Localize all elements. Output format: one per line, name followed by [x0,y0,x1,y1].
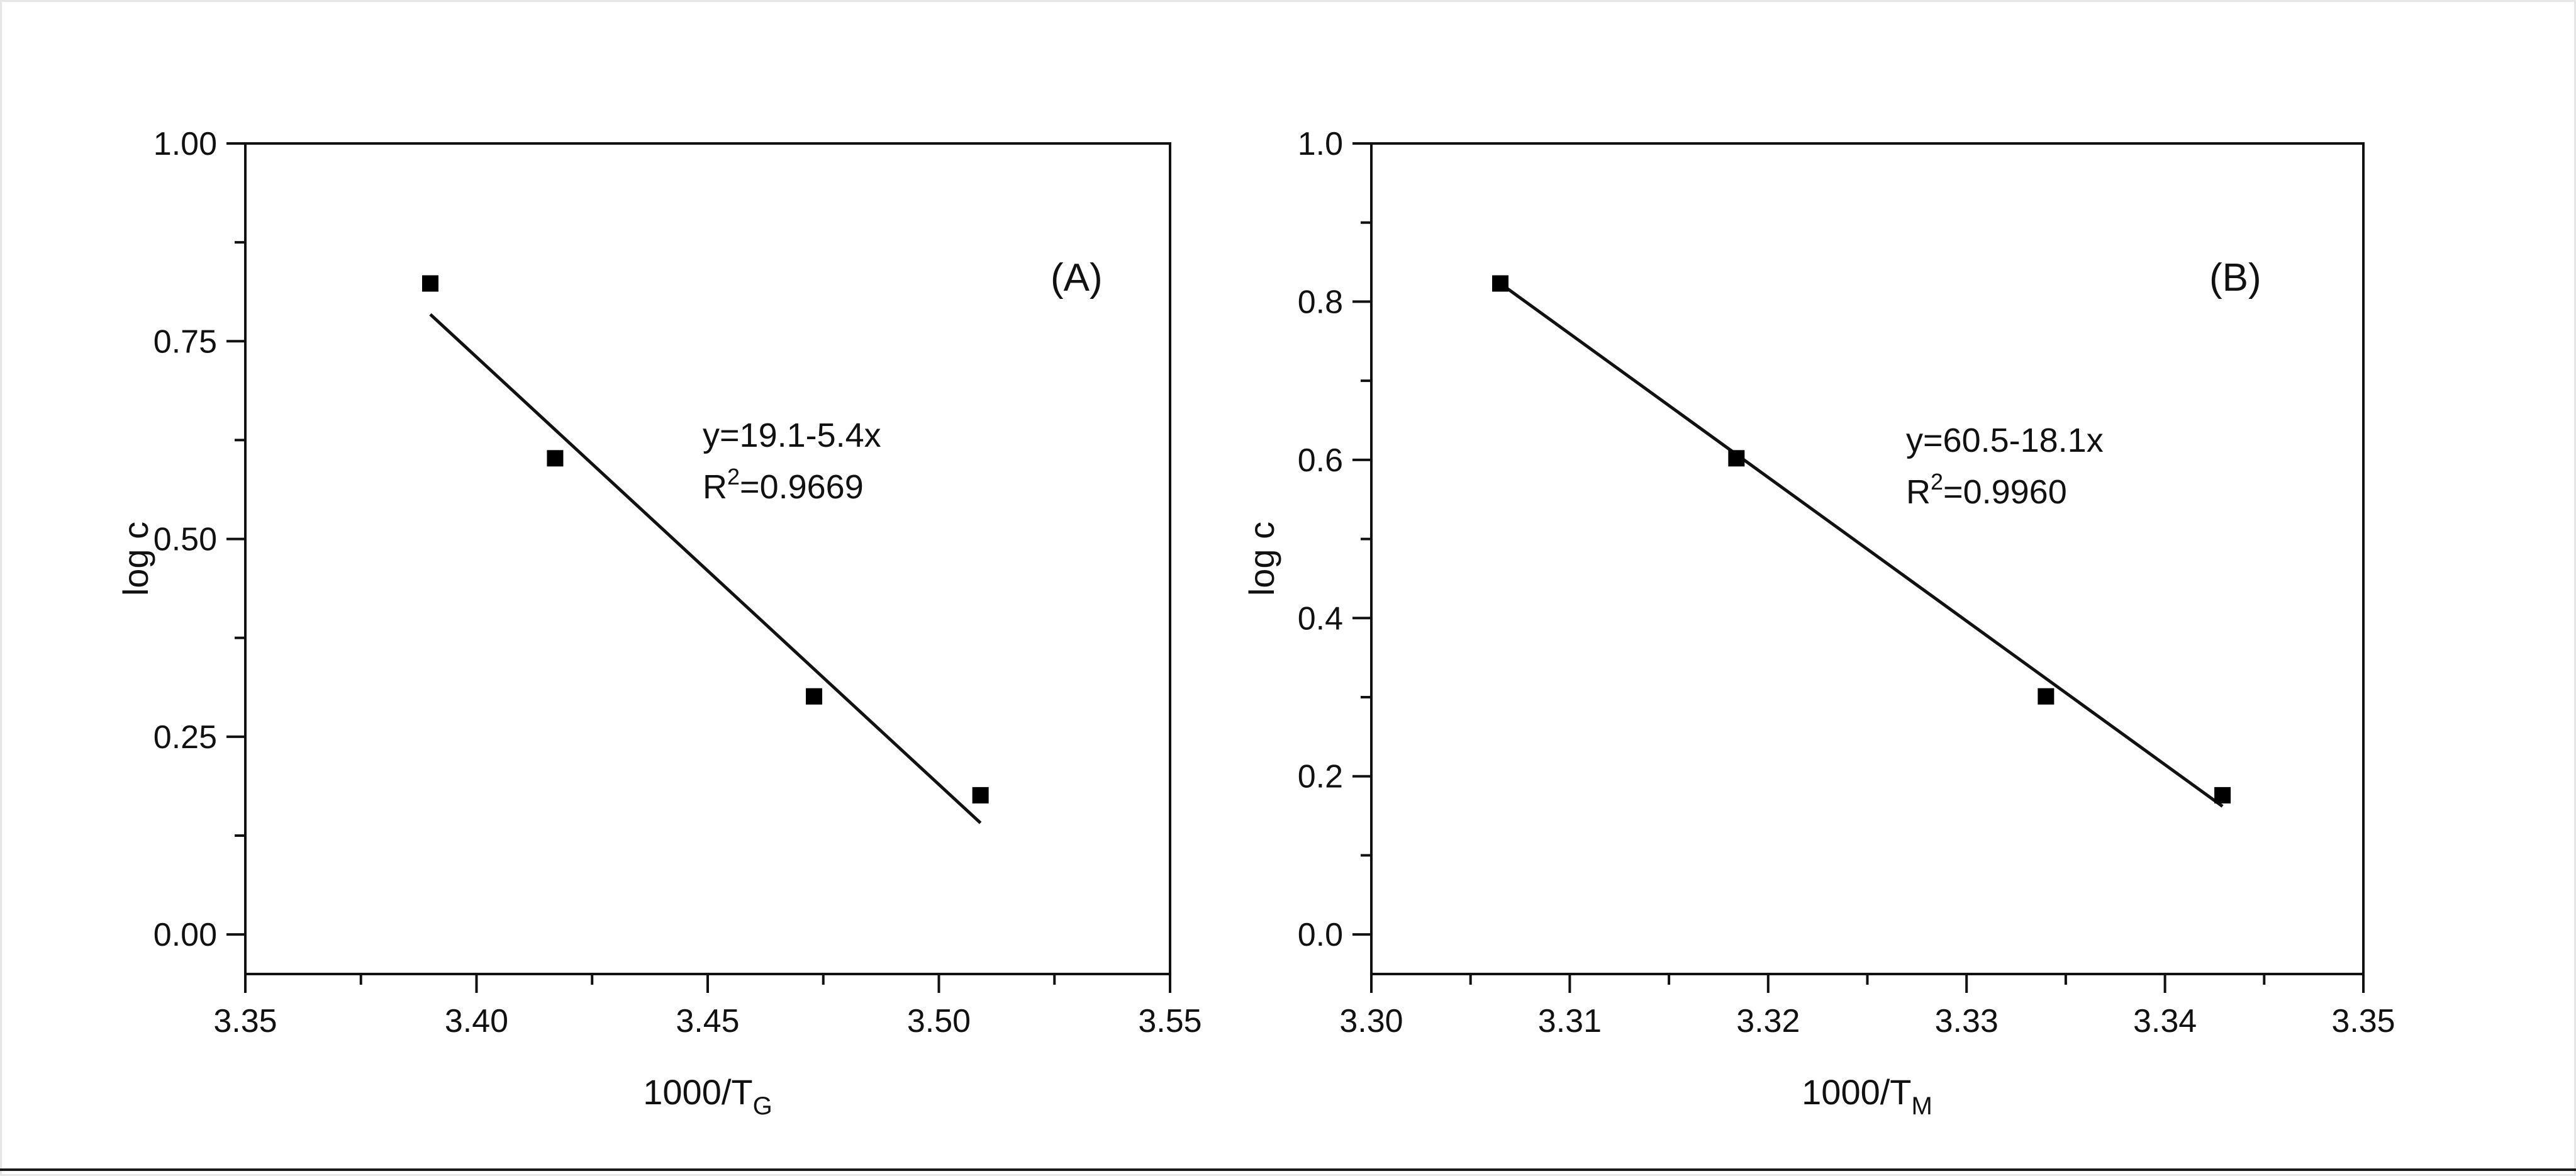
panel-b-x-axis-label: 1000/TM [1802,1072,1932,1120]
panel-b-x-ticks: 3.30 3.31 3.32 3.33 3.34 3.35 [1339,974,2395,1039]
panel-a-data-point [422,275,438,292]
bottom-rule [0,1168,2576,1171]
panel-a-tag: (A) [1051,256,1103,300]
panel-a-x-tick-label: 3.40 [445,1003,508,1039]
panel-a-r-squared: R2=0.9669 [703,464,864,506]
panel-a-y-axis-label: log c [116,522,155,596]
panel-b-y-axis-label: log c [1242,522,1281,596]
panel-a: 3.35 3.40 3.45 3.50 3.55 0.00 0.25 0.50 0.75 1.0… [116,126,1202,1120]
panel-a-x-tick-label: 3.45 [676,1003,739,1039]
panel-b-tag: (B) [2209,256,2261,300]
panel-b-y-tick-label: 0.2 [1298,759,1343,795]
panel-b-x-tick-label: 3.31 [1538,1003,1602,1039]
panel-a-y-tick-label: 0.75 [153,323,217,360]
panel-a-x-tick-label: 3.35 [213,1003,277,1039]
panel-b-x-tick-label: 3.34 [2133,1003,2197,1039]
panel-b-data-point [1492,275,1509,292]
panel-b-r-squared: R2=0.9960 [1906,469,2067,511]
panel-a-plot-frame [244,142,1171,975]
panel-b-data-point [2038,688,2055,705]
panel-b-data-point [2214,787,2231,804]
panel-a-data-point [972,787,989,804]
panel-a-x-ticks: 3.35 3.40 3.45 3.50 3.55 [213,974,1202,1039]
panel-a-x-tick-label: 3.50 [907,1003,971,1039]
panel-b: 3.30 3.31 3.32 3.33 3.34 3.35 0.0 0.2 0.4 0.6 0.8… [1242,126,2395,1120]
panel-a-x-axis-label: 1000/TG [643,1072,772,1120]
panel-b-y-tick-label: 0.0 [1298,917,1343,953]
panel-a-y-ticks: 0.00 0.25 0.50 0.75 1.00 [153,126,245,953]
panel-b-equation: y=60.5-18.1x [1906,422,2104,459]
panel-a-fit [429,313,982,824]
panel-b-y-tick-label: 0.6 [1298,442,1343,479]
panel-a-data-point [806,688,823,705]
panel-a-data-point [547,450,564,467]
panel-a-x-tick-label: 3.55 [1138,1003,1202,1039]
panel-b-fit-line [1499,282,2224,808]
panel-b-y-ticks: 0.0 0.2 0.4 0.6 0.8 1.0 [1298,126,1371,953]
panel-b-points [1492,275,2231,804]
panel-a-fit-line [429,313,982,824]
panel-b-x-tick-label: 3.33 [1935,1003,1999,1039]
panel-b-fit [1499,282,2224,808]
panel-b-y-tick-label: 0.8 [1298,284,1343,320]
panel-a-y-tick-label: 1.00 [153,126,217,162]
panel-b-x-tick-label: 3.35 [2331,1003,2395,1039]
panel-a-points [422,275,989,804]
panel-b-x-tick-label: 3.32 [1736,1003,1800,1039]
panel-a-y-tick-label: 0.25 [153,719,217,756]
panel-b-x-tick-label: 3.30 [1339,1003,1403,1039]
panel-a-equation: y=19.1-5.4x [703,417,881,454]
panel-a-y-tick-label: 0.00 [153,917,217,953]
panel-b-y-tick-label: 1.0 [1298,126,1343,162]
panel-b-data-point [1728,450,1745,467]
panel-a-y-tick-label: 0.50 [153,522,217,558]
panel-b-y-tick-label: 0.4 [1298,600,1343,637]
